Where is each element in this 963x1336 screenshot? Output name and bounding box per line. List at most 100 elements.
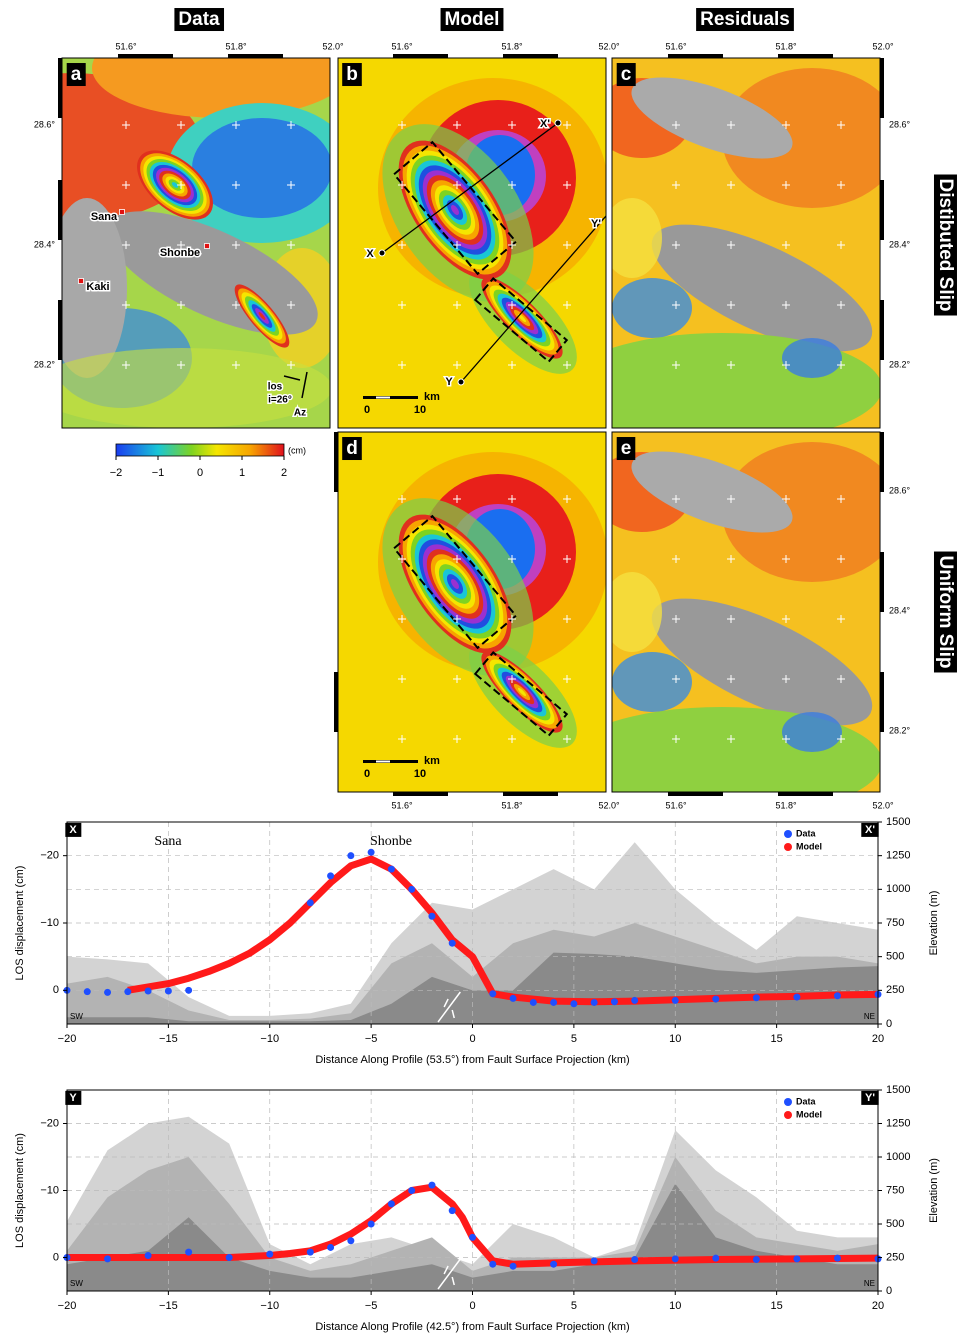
- side-label: Distibuted Slip: [935, 179, 956, 312]
- profile-end-label: X: [366, 248, 374, 260]
- place-annotation: Sana: [154, 834, 182, 849]
- profile-end-label: X': [865, 824, 875, 836]
- grid-cross: [398, 615, 406, 623]
- lat-label: 28.2°: [889, 725, 911, 735]
- map-panel: [612, 58, 880, 428]
- grid-cross: [837, 241, 845, 249]
- grid-cross: [672, 181, 680, 189]
- profile-end: [378, 249, 386, 257]
- lon-label: 51.8°: [775, 800, 797, 810]
- look-label: los: [268, 382, 283, 393]
- profile-chart: −20 −15 −10 −5 0 5 10 15 20 −20 −10 0 0 250 500 750 1000…: [14, 816, 940, 1066]
- data-point: [590, 1257, 598, 1265]
- grid-cross: [837, 735, 845, 743]
- data-point: [104, 988, 112, 996]
- grid-cross: [287, 241, 295, 249]
- grid-cross: [837, 121, 845, 129]
- fringes: [481, 651, 563, 733]
- grid-cross: [782, 675, 790, 683]
- profile-line: [381, 122, 559, 254]
- map-panel: [62, 58, 330, 428]
- grid-cross: [232, 181, 240, 189]
- fringe: [258, 312, 266, 320]
- lon-label: 51.6°: [665, 800, 687, 810]
- legend-marker: [784, 830, 792, 838]
- legend-label: Data: [796, 1096, 817, 1106]
- data-point: [752, 994, 760, 1002]
- grid-cross: [122, 361, 130, 369]
- data-point: [509, 994, 517, 1002]
- data-point: [671, 1255, 679, 1263]
- data-point: [347, 1237, 355, 1245]
- data-point: [550, 998, 558, 1006]
- grid-cross: [727, 555, 735, 563]
- fringe: [171, 182, 179, 188]
- grid-cross: [727, 181, 735, 189]
- data-point: [570, 1000, 578, 1008]
- y2-tick-label: 1500: [886, 816, 910, 828]
- grid-cross: [782, 361, 790, 369]
- lat-label: 28.6°: [889, 119, 911, 129]
- y-axis-label: LOS displacement (cm): [14, 1133, 26, 1248]
- grid-cross: [287, 361, 295, 369]
- grid-cross: [727, 361, 735, 369]
- column-header-box: [174, 8, 225, 32]
- x-axis-label: Distance Along Profile (42.5°) from Faul…: [315, 1321, 629, 1333]
- y-axis-label: LOS displacement (cm): [14, 866, 26, 981]
- grid-cross: [177, 121, 185, 129]
- data-point: [448, 939, 456, 947]
- panel-label: b: [346, 64, 358, 85]
- lon-label: 52.0°: [872, 41, 894, 51]
- colorbar-label: 0: [197, 467, 203, 479]
- lat-label: 28.2°: [889, 359, 911, 369]
- grid-cross: [672, 121, 680, 129]
- x-tick-label: −20: [58, 1033, 77, 1045]
- panel-label-group: c: [616, 63, 636, 87]
- lon-label: 51.8°: [225, 41, 247, 51]
- x-tick-label: −15: [159, 1033, 178, 1045]
- fringe: [450, 579, 460, 589]
- place-label: Kaki: [86, 281, 109, 293]
- grid-cross: [563, 121, 571, 129]
- grid-cross: [453, 361, 461, 369]
- lon-label: 51.6°: [665, 41, 687, 51]
- grid-cross: [232, 241, 240, 249]
- grid-cross: [837, 361, 845, 369]
- grid-cross: [837, 301, 845, 309]
- data-point: [712, 995, 720, 1003]
- y2-tick-label: 500: [886, 1218, 904, 1230]
- grid-cross: [727, 495, 735, 503]
- grid-cross: [177, 301, 185, 309]
- data-point: [144, 987, 152, 995]
- frame-segment: [880, 552, 884, 612]
- grid-cross: [727, 615, 735, 623]
- legend-marker: [784, 843, 792, 851]
- scale-unit: km: [424, 755, 440, 767]
- place-marker: [78, 278, 84, 284]
- grid-cross: [672, 615, 680, 623]
- profile-end-label-group: Y': [861, 1090, 879, 1105]
- grid-cross: [782, 495, 790, 503]
- grid-cross: [398, 735, 406, 743]
- data-point: [164, 987, 172, 995]
- side-label: Uniform Slip: [935, 556, 956, 669]
- scale-bar: [376, 760, 390, 763]
- grid-cross: [453, 241, 461, 249]
- column-header-group: Residuals: [696, 8, 794, 32]
- frame-segment: [668, 54, 723, 58]
- grid-cross: [508, 361, 516, 369]
- profile-chart: −20 −15 −10 −5 0 5 10 15 20 −20 −10 0 0 250 500 750 1000…: [14, 1084, 940, 1333]
- profile-end-label-box: [65, 822, 82, 837]
- grid-cross: [398, 675, 406, 683]
- fringes: [398, 140, 512, 280]
- data-point: [225, 1254, 233, 1261]
- map-patch: [612, 198, 662, 278]
- frame-segment: [778, 792, 833, 796]
- grid-cross: [563, 615, 571, 623]
- grid-cross: [453, 615, 461, 623]
- map-patch: [782, 338, 842, 378]
- grid-cross: [122, 121, 130, 129]
- grid-cross: [672, 735, 680, 743]
- lon-label: 52.0°: [872, 800, 894, 810]
